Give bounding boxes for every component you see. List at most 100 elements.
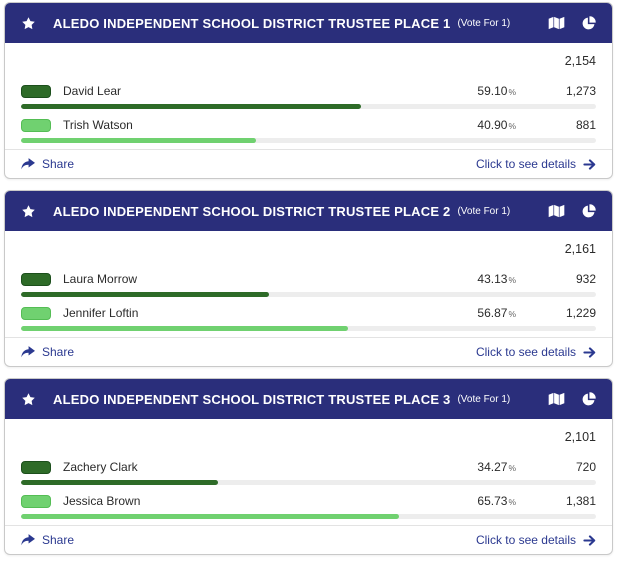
share-arrow-icon — [21, 346, 35, 358]
share-button[interactable]: Share — [21, 533, 74, 547]
candidate-percent: 40.90% — [477, 118, 516, 132]
percent-sign: % — [508, 87, 516, 97]
favorite-star-icon[interactable] — [21, 16, 36, 31]
candidate-color-swatch — [21, 494, 51, 508]
race-card: ALEDO INDEPENDENT SCHOOL DISTRICT TRUSTE… — [4, 190, 613, 367]
map-icon[interactable] — [548, 204, 565, 218]
candidate-color-swatch — [21, 306, 51, 320]
result-bar-track — [21, 480, 596, 485]
result-bar-track — [21, 292, 596, 297]
candidate-row: Laura Morrow 43.13% 932 — [21, 269, 596, 289]
candidate-block: Jessica Brown 65.73% 1,381 — [21, 491, 596, 519]
race-title: ALEDO INDEPENDENT SCHOOL DISTRICT TRUSTE… — [53, 203, 451, 219]
percent-sign: % — [508, 463, 516, 473]
result-bar-fill — [21, 104, 361, 109]
details-label: Click to see details — [475, 533, 576, 547]
result-bar-track — [21, 138, 596, 143]
details-label: Click to see details — [475, 345, 576, 359]
race-card: ALEDO INDEPENDENT SCHOOL DISTRICT TRUSTE… — [4, 378, 613, 555]
result-bar-fill — [21, 138, 257, 143]
header-icons — [548, 15, 596, 31]
total-votes: 2,161 — [564, 242, 596, 256]
arrow-right-icon — [583, 346, 596, 358]
candidate-votes: 1,229 — [565, 306, 596, 320]
candidate-row: Zachery Clark 34.27% 720 — [21, 457, 596, 477]
race-card-footer: Share Click to see details — [5, 525, 612, 554]
candidate-block: Trish Watson 40.90% 881 — [21, 115, 596, 143]
candidate-name: Jessica Brown — [63, 494, 141, 508]
candidate-name: David Lear — [63, 84, 122, 98]
candidate-color-swatch — [21, 272, 51, 286]
map-icon[interactable] — [548, 16, 565, 30]
candidate-name: Trish Watson — [63, 118, 133, 132]
race-card-header: ALEDO INDEPENDENT SCHOOL DISTRICT TRUSTE… — [5, 379, 612, 419]
candidate-votes: 720 — [575, 460, 596, 474]
share-button[interactable]: Share — [21, 157, 74, 171]
share-button[interactable]: Share — [21, 345, 74, 359]
share-label: Share — [42, 157, 75, 171]
race-title: ALEDO INDEPENDENT SCHOOL DISTRICT TRUSTE… — [53, 15, 451, 31]
candidate-block: David Lear 59.10% 1,273 — [21, 81, 596, 109]
vote-for-label: (Vote For 1) — [457, 205, 511, 217]
result-bar-fill — [21, 292, 269, 297]
candidate-name: Laura Morrow — [63, 272, 138, 286]
vote-for-label: (Vote For 1) — [457, 393, 511, 405]
pie-chart-icon[interactable] — [581, 203, 596, 219]
candidate-votes: 932 — [575, 272, 596, 286]
arrow-right-icon — [583, 534, 596, 546]
percent-sign: % — [508, 275, 516, 285]
candidate-row: Jennifer Loftin 56.87% 1,229 — [21, 303, 596, 323]
total-votes: 2,101 — [564, 430, 596, 444]
share-label: Share — [42, 533, 75, 547]
share-label: Share — [42, 345, 75, 359]
candidate-block: Zachery Clark 34.27% 720 — [21, 457, 596, 485]
race-card-body: 2,154 David Lear 59.10% 1,273 Trish Wats… — [5, 43, 612, 143]
candidate-percent: 59.10% — [477, 84, 516, 98]
candidate-name: Zachery Clark — [63, 460, 138, 474]
header-icons — [548, 391, 596, 407]
race-card-footer: Share Click to see details — [5, 149, 612, 178]
result-bar-track — [21, 326, 596, 331]
race-card-body: 2,161 Laura Morrow 43.13% 932 Jennifer L… — [5, 231, 612, 331]
candidate-votes: 1,273 — [565, 84, 596, 98]
candidate-block: Jennifer Loftin 56.87% 1,229 — [21, 303, 596, 331]
arrow-right-icon — [583, 158, 596, 170]
candidate-color-swatch — [21, 118, 51, 132]
candidate-percent: 65.73% — [477, 494, 516, 508]
map-icon[interactable] — [548, 392, 565, 406]
favorite-star-icon[interactable] — [21, 204, 36, 219]
share-arrow-icon — [21, 534, 35, 546]
candidate-block: Laura Morrow 43.13% 932 — [21, 269, 596, 297]
pie-chart-icon[interactable] — [581, 15, 596, 31]
details-link[interactable]: Click to see details — [476, 157, 596, 171]
race-card-footer: Share Click to see details — [5, 337, 612, 366]
details-label: Click to see details — [475, 157, 576, 171]
candidate-name: Jennifer Loftin — [63, 306, 139, 320]
details-link[interactable]: Click to see details — [476, 533, 596, 547]
race-title: ALEDO INDEPENDENT SCHOOL DISTRICT TRUSTE… — [53, 391, 451, 407]
candidate-votes: 881 — [575, 118, 596, 132]
candidate-percent: 43.13% — [477, 272, 516, 286]
percent-sign: % — [508, 497, 516, 507]
result-bar-track — [21, 514, 596, 519]
result-bar-fill — [21, 326, 348, 331]
candidate-row: Trish Watson 40.90% 881 — [21, 115, 596, 135]
result-bar-track — [21, 104, 596, 109]
race-card-body: 2,101 Zachery Clark 34.27% 720 Jessica B… — [5, 419, 612, 519]
candidate-votes: 1,381 — [565, 494, 596, 508]
header-icons — [548, 203, 596, 219]
race-card: ALEDO INDEPENDENT SCHOOL DISTRICT TRUSTE… — [4, 2, 613, 179]
favorite-star-icon[interactable] — [21, 392, 36, 407]
candidate-row: David Lear 59.10% 1,273 — [21, 81, 596, 101]
candidate-percent: 56.87% — [477, 306, 516, 320]
percent-sign: % — [508, 121, 516, 131]
pie-chart-icon[interactable] — [581, 391, 596, 407]
result-bar-fill — [21, 480, 219, 485]
result-bar-fill — [21, 514, 399, 519]
candidate-color-swatch — [21, 460, 51, 474]
candidate-percent: 34.27% — [477, 460, 516, 474]
percent-sign: % — [508, 309, 516, 319]
details-link[interactable]: Click to see details — [476, 345, 596, 359]
share-arrow-icon — [21, 158, 35, 170]
